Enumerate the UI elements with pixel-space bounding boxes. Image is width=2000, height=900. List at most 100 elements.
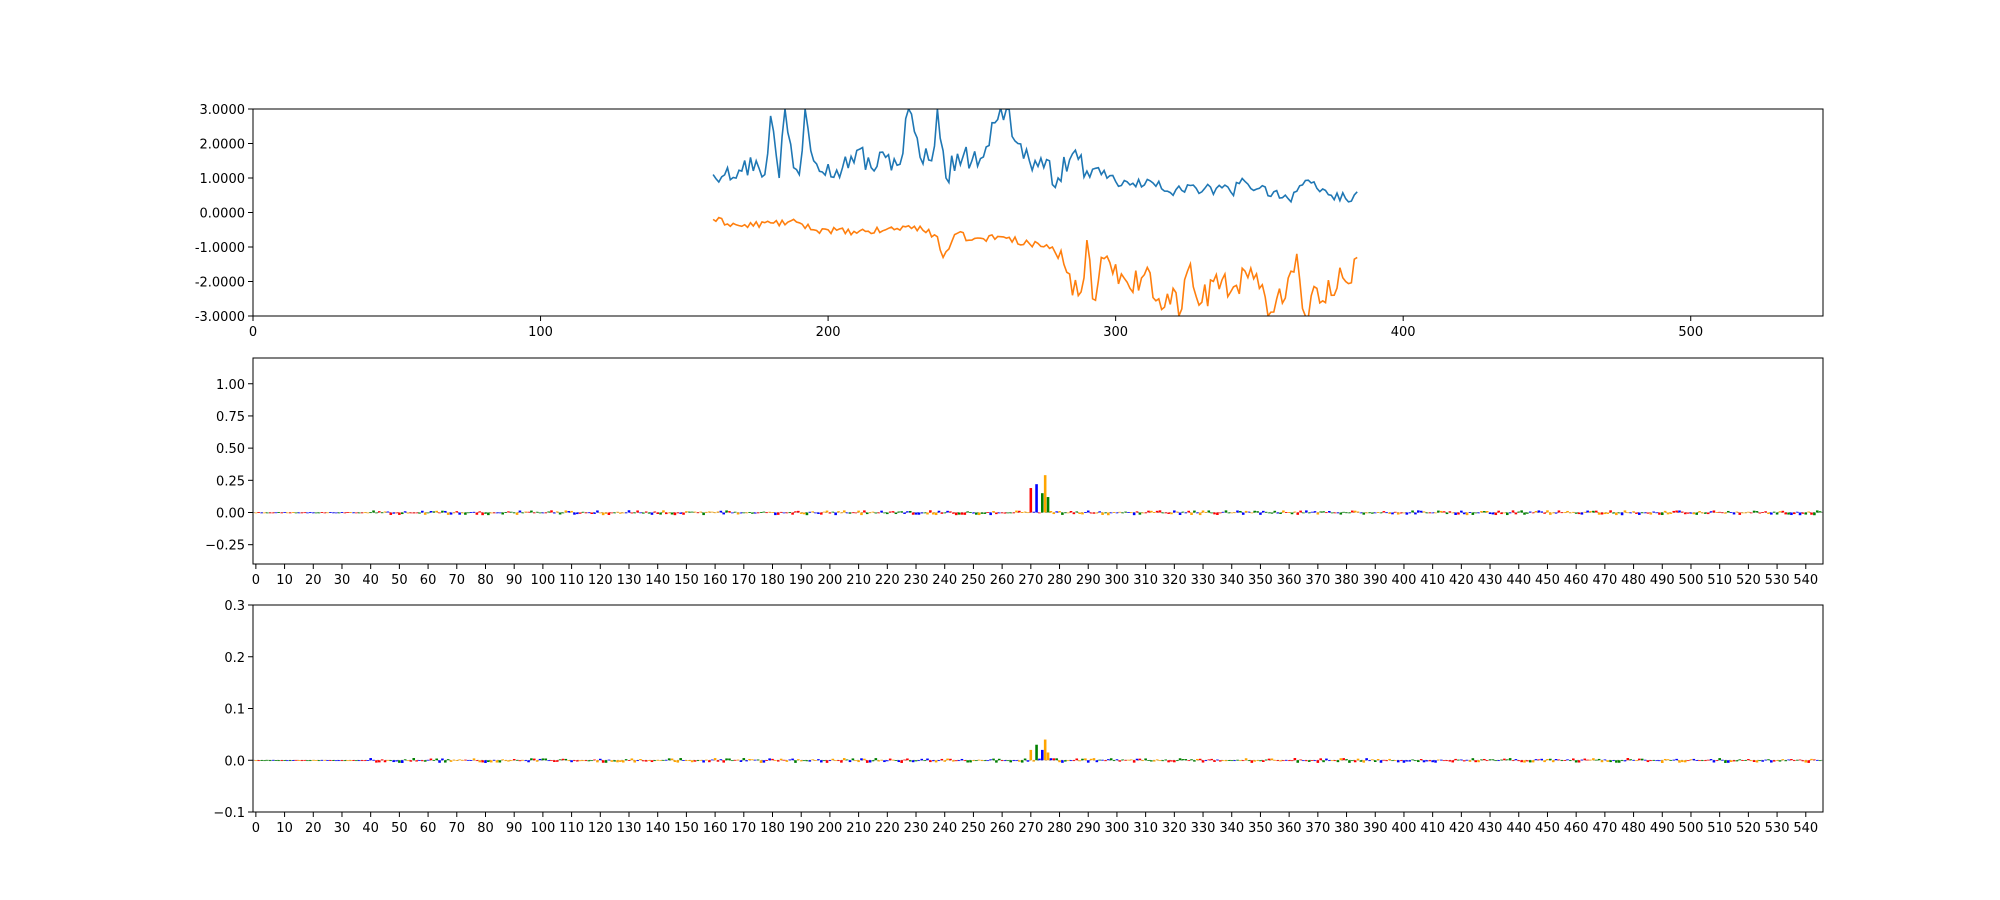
attribution-bar [1259, 512, 1262, 515]
attribution-bar [584, 760, 588, 762]
attribution-bar [360, 760, 364, 762]
attribution-bar [1287, 760, 1291, 762]
attribution-bar [1132, 760, 1136, 763]
attribution-bar [1348, 760, 1351, 763]
attribution-bar [1442, 760, 1446, 762]
attribution-bar [1557, 759, 1561, 761]
attribution-bar [266, 512, 269, 514]
attribution-bar [1726, 760, 1730, 763]
attribution-bar [667, 758, 671, 761]
attribution-bar [1023, 511, 1027, 513]
attribution-bar [343, 512, 347, 514]
attribution-bar [406, 760, 410, 762]
attribution-bar [1589, 511, 1592, 513]
attribution-bar [1104, 512, 1107, 514]
attribution-bar [446, 759, 450, 761]
attribution-bar [1724, 512, 1727, 514]
x-tick-label: 100 [528, 325, 553, 340]
x-tick-label: 120 [588, 821, 613, 836]
attribution-bar [441, 758, 444, 761]
attribution-bar [1600, 760, 1604, 763]
x-tick-label: 100 [530, 821, 555, 836]
attribution-bar [851, 512, 855, 514]
attribution-bar [484, 512, 487, 514]
attribution-bar [1371, 512, 1374, 514]
attribution-bar [1514, 512, 1518, 515]
attribution-bar [1270, 758, 1274, 761]
attribution-bar [507, 760, 510, 762]
attribution-bar [466, 759, 470, 761]
attribution-bar [822, 760, 826, 762]
attribution-bar [1474, 760, 1477, 763]
attribution-bar [1012, 512, 1015, 514]
attribution-bar [1049, 758, 1053, 761]
attribution-bar [722, 512, 725, 515]
attribution-bar [1218, 512, 1222, 514]
attribution-bar [303, 759, 306, 761]
attribution-bar [923, 760, 926, 762]
attribution-bar [1772, 511, 1776, 513]
attribution-bar [320, 759, 324, 761]
attribution-bar [1089, 512, 1093, 514]
attribution-bar [779, 758, 783, 761]
attribution-bar [1451, 760, 1455, 763]
attribution-bar [596, 510, 599, 513]
attribution-bar [1652, 759, 1655, 761]
attribution-bar [280, 760, 283, 762]
attribution-bar [1635, 760, 1638, 762]
attribution-bar [1236, 510, 1239, 513]
x-tick-label: 390 [1363, 573, 1388, 588]
attribution-bar [713, 758, 717, 761]
attribution-bar [547, 760, 550, 762]
attribution-bar [1181, 759, 1185, 761]
attribution-bar [1741, 760, 1744, 761]
x-tick-label: 340 [1219, 573, 1244, 588]
attribution-bar [1388, 512, 1391, 514]
attribution-bar [1747, 511, 1750, 513]
attribution-bar [748, 758, 751, 761]
attribution-bar [877, 512, 880, 514]
attribution-bar [1353, 510, 1357, 513]
attribution-bar [581, 760, 585, 762]
x-tick-label: 330 [1191, 821, 1216, 836]
attribution-bar [1477, 512, 1480, 514]
attribution-bar [1345, 512, 1348, 514]
attribution-bar [515, 759, 519, 761]
attribution-bar [1609, 510, 1612, 513]
attribution-bar [1572, 758, 1575, 761]
attribution-bar [630, 512, 634, 514]
attribution-bar [1391, 760, 1394, 762]
attribution-bar [1681, 511, 1684, 513]
attribution-bar [934, 512, 938, 516]
x-tick-label: 400 [1392, 821, 1417, 836]
attribution-bar [1807, 760, 1810, 763]
attribution-bar [1715, 760, 1719, 762]
attribution-bar [1382, 511, 1386, 513]
attribution-bar [946, 758, 949, 761]
attribution-bar [1689, 512, 1693, 514]
attribution-bar [825, 510, 829, 513]
attribution-bar [1348, 512, 1351, 514]
attribution-bar [946, 510, 949, 513]
attribution-bar [808, 511, 812, 513]
attribution-bar [332, 512, 335, 514]
attribution-bar [874, 758, 878, 761]
attribution-bar [421, 510, 424, 513]
attribution-bar [300, 760, 304, 762]
attribution-bar [1333, 512, 1337, 514]
attribution-bar [1520, 510, 1523, 513]
attribution-bar [1770, 760, 1773, 763]
attribution-bar [1394, 511, 1397, 513]
x-tick-label: 470 [1592, 573, 1617, 588]
attribution-bar [1175, 511, 1179, 513]
attribution-bar [587, 512, 591, 514]
attribution-bar [687, 760, 691, 762]
attribution-bar [1422, 760, 1426, 763]
attribution-bar [1709, 759, 1713, 761]
attribution-bar [1729, 760, 1733, 762]
attribution-bar [1158, 760, 1162, 762]
attribution-bar [1092, 512, 1096, 514]
attribution-bar [682, 512, 685, 515]
attribution-bar [1239, 510, 1242, 513]
attribution-bar [731, 512, 734, 514]
